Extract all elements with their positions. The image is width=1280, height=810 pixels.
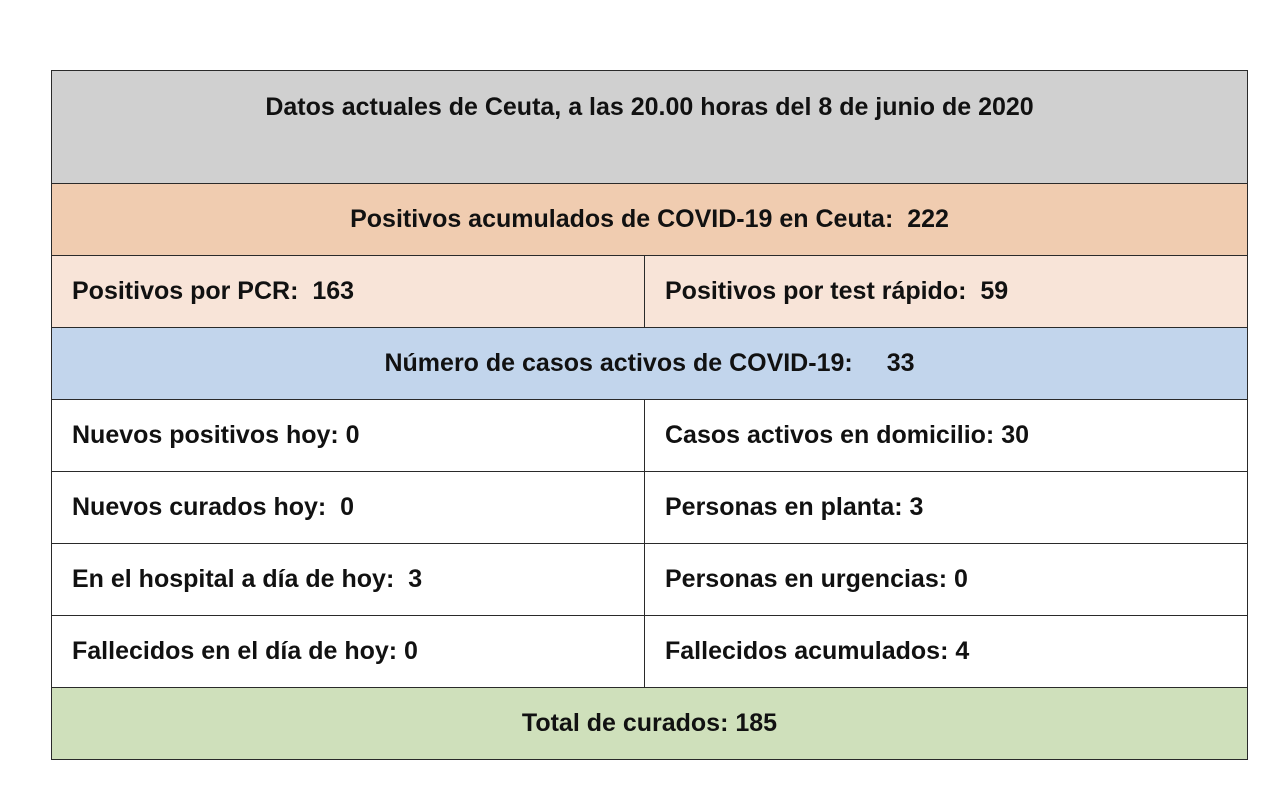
report-title-cell: Datos actuales de Ceuta, a las 20.00 hor… <box>50 70 1249 184</box>
ward-value: 3 <box>909 493 924 521</box>
emergency-label: Personas en urgencias: <box>665 565 948 593</box>
rapid-test-cell: Positivos por test rápido: 59 <box>643 255 1249 328</box>
positives-total-row: Positivos acumulados de COVID-19 en Ceut… <box>50 183 1249 256</box>
active-cases-label: Número de casos activos de COVID-19: <box>384 349 853 377</box>
home-active-cell: Casos activos en domicilio: 30 <box>643 399 1249 472</box>
stats-row: Fallecidos en el día de hoy: 0 Fallecido… <box>51 615 1249 688</box>
ward-label: Personas en planta: <box>665 493 903 521</box>
positives-total-value: 222 <box>907 205 949 233</box>
total-cured-row: Total de curados: 185 <box>50 687 1249 760</box>
deaths-today-cell: Fallecidos en el día de hoy: 0 <box>51 615 645 688</box>
emergency-cell: Personas en urgencias: 0 <box>643 543 1249 616</box>
active-cases-value: 33 <box>886 349 915 377</box>
positives-total-cell: Positivos acumulados de COVID-19 en Ceut… <box>50 183 1249 256</box>
deaths-today-value: 0 <box>404 637 418 665</box>
pcr-value: 163 <box>312 277 355 305</box>
hospital-value: 3 <box>408 565 423 593</box>
new-positives-label: Nuevos positivos hoy: <box>72 421 339 449</box>
hospital-label: En el hospital a día de hoy: <box>72 565 395 593</box>
hospital-cell: En el hospital a día de hoy: 3 <box>51 543 645 616</box>
active-cases-row: Número de casos activos de COVID-19: 33 <box>50 327 1249 400</box>
rapid-test-value: 59 <box>980 277 1009 305</box>
home-active-value: 30 <box>1001 421 1030 449</box>
covid-report-table: Datos actuales de Ceuta, a las 20.00 hor… <box>50 70 1249 760</box>
total-cured-cell: Total de curados: 185 <box>50 687 1249 760</box>
positives-detail-row: Positivos por PCR: 163 Positivos por tes… <box>51 255 1249 328</box>
deaths-total-label: Fallecidos acumulados: <box>665 637 949 665</box>
deaths-today-label: Fallecidos en el día de hoy: <box>72 637 398 665</box>
stats-row: En el hospital a día de hoy: 3 Personas … <box>51 543 1249 616</box>
title-row: Datos actuales de Ceuta, a las 20.00 hor… <box>50 70 1249 184</box>
deaths-total-value: 4 <box>955 637 970 665</box>
deaths-total-cell: Fallecidos acumulados: 4 <box>643 615 1249 688</box>
new-cured-cell: Nuevos curados hoy: 0 <box>51 471 645 544</box>
new-cured-value: 0 <box>340 493 355 521</box>
emergency-value: 0 <box>954 565 968 593</box>
pcr-cell: Positivos por PCR: 163 <box>51 255 645 328</box>
ward-cell: Personas en planta: 3 <box>643 471 1249 544</box>
rapid-test-label: Positivos por test rápido: <box>665 277 967 305</box>
stats-row: Nuevos curados hoy: 0 Personas en planta… <box>51 471 1249 544</box>
report-title: Datos actuales de Ceuta, a las 20.00 hor… <box>265 93 1034 121</box>
pcr-label: Positivos por PCR: <box>72 277 299 305</box>
active-cases-cell: Número de casos activos de COVID-19: 33 <box>50 327 1249 400</box>
new-positives-cell: Nuevos positivos hoy: 0 <box>51 399 645 472</box>
positives-total-label: Positivos acumulados de COVID-19 en Ceut… <box>350 205 894 233</box>
total-cured-label: Total de curados: <box>521 709 729 737</box>
home-active-label: Casos activos en domicilio: <box>665 421 995 449</box>
new-cured-label: Nuevos curados hoy: <box>72 493 327 521</box>
stats-row: Nuevos positivos hoy: 0 Casos activos en… <box>51 399 1249 472</box>
total-cured-value: 185 <box>735 709 778 737</box>
new-positives-value: 0 <box>345 421 360 449</box>
